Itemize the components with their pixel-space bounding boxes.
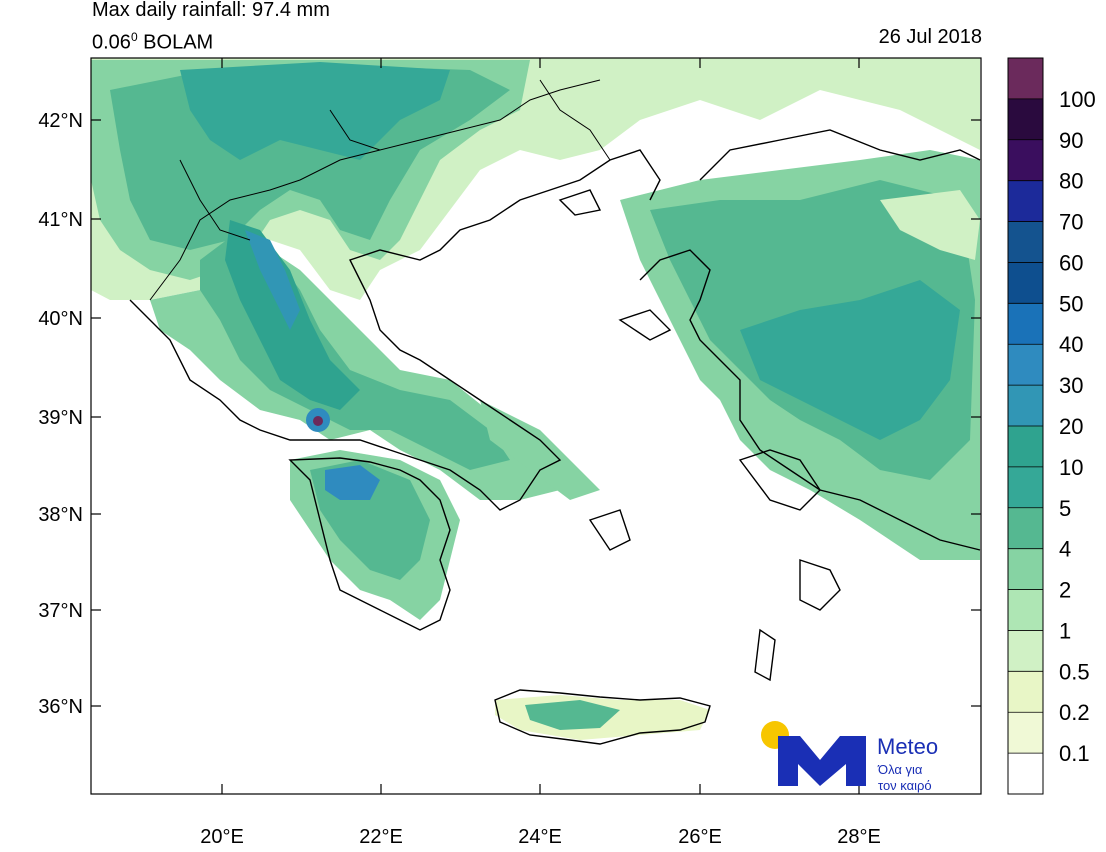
grid-resolution: 0.06 <box>92 31 131 54</box>
colorbar-label: 10 <box>1059 455 1083 480</box>
lon-label: 28°E <box>837 826 881 848</box>
colorbar-label: 20 <box>1059 414 1083 439</box>
colorbar-swatch <box>1008 630 1043 672</box>
meteo-logo: Meteo Όλα για τον καιρό <box>761 721 938 793</box>
colorbar-swatch <box>1008 139 1043 182</box>
colorbar-swatch <box>1008 753 1043 795</box>
colorbar-swatch <box>1008 262 1043 304</box>
colorbar-swatch <box>1008 507 1043 550</box>
map-frame <box>90 57 982 795</box>
colorbar-label: 5 <box>1059 496 1071 521</box>
colorbar-label: 70 <box>1059 210 1083 235</box>
lat-label: 41°N <box>38 209 83 231</box>
coastlines <box>129 129 981 745</box>
colorbar-label: 60 <box>1059 250 1083 275</box>
colorbar: 100 90 80 70 60 50 40 30 20 10 5 4 2 1 0.5 0.2 0.1 <box>1007 57 1096 795</box>
map-plot-area <box>91 58 981 794</box>
lat-label: 39°N <box>38 407 83 429</box>
colorbar-swatch <box>1008 58 1043 100</box>
colorbar-label: 30 <box>1059 373 1083 398</box>
colorbar-label: 100 <box>1059 87 1096 112</box>
colorbar-swatch <box>1008 426 1043 468</box>
colorbar-label: 90 <box>1059 128 1083 153</box>
colorbar-swatch <box>1008 466 1043 509</box>
colorbar-label: 2 <box>1059 578 1071 603</box>
colorbar-label: 0.5 <box>1059 659 1090 684</box>
meteo-m-icon <box>778 736 866 786</box>
degree-superscript: 0 <box>130 30 138 44</box>
axis-ticks <box>91 58 981 794</box>
colorbar-swatch <box>1008 180 1043 223</box>
logo-tagline-1: Όλα για <box>877 762 923 777</box>
colorbar-swatch <box>1008 548 1043 591</box>
colorbar-swatch <box>1008 671 1043 713</box>
colorbar-swatch <box>1008 344 1043 386</box>
colorbar-swatch <box>1008 712 1043 754</box>
lon-label: 26°E <box>678 826 722 848</box>
colorbar-label: 50 <box>1059 291 1083 316</box>
colorbar-label: 80 <box>1059 169 1083 194</box>
colorbar-swatch <box>1008 385 1043 427</box>
model-name: BOLAM <box>137 31 214 54</box>
lat-label: 40°N <box>38 308 83 330</box>
colorbar-swatch <box>1008 98 1043 141</box>
lon-label: 24°E <box>518 826 562 848</box>
logo-tagline-2: τον καιρό <box>878 778 932 793</box>
logo-brand: Meteo <box>877 734 938 759</box>
colorbar-label: 0.1 <box>1059 741 1090 766</box>
longitude-labels: 20°E 22°E 24°E 26°E 28°E <box>200 826 881 848</box>
colorbar-swatch <box>1008 589 1043 631</box>
lat-label: 36°N <box>38 696 83 718</box>
lat-label: 42°N <box>38 110 83 132</box>
lat-label: 37°N <box>38 600 83 622</box>
model-label: 0.060 BOLAM <box>92 26 213 54</box>
forecast-date: 26 Jul 2018 <box>878 26 982 48</box>
map-title: Max daily rainfall: 97.4 mm <box>92 0 330 21</box>
colorbar-label: 0.2 <box>1059 700 1090 725</box>
rainfall-field <box>91 58 980 740</box>
colorbar-swatch <box>1008 221 1043 263</box>
latitude-labels: 42°N 41°N 40°N 39°N 38°N 37°N 36°N <box>38 110 83 718</box>
lon-label: 22°E <box>359 826 403 848</box>
colorbar-label: 40 <box>1059 332 1083 357</box>
colorbar-label: 4 <box>1059 537 1071 562</box>
country-borders <box>149 79 611 301</box>
colorbar-label: 1 <box>1059 618 1071 643</box>
colorbar-swatch <box>1008 303 1043 345</box>
lat-label: 38°N <box>38 504 83 526</box>
lon-label: 20°E <box>200 826 244 848</box>
